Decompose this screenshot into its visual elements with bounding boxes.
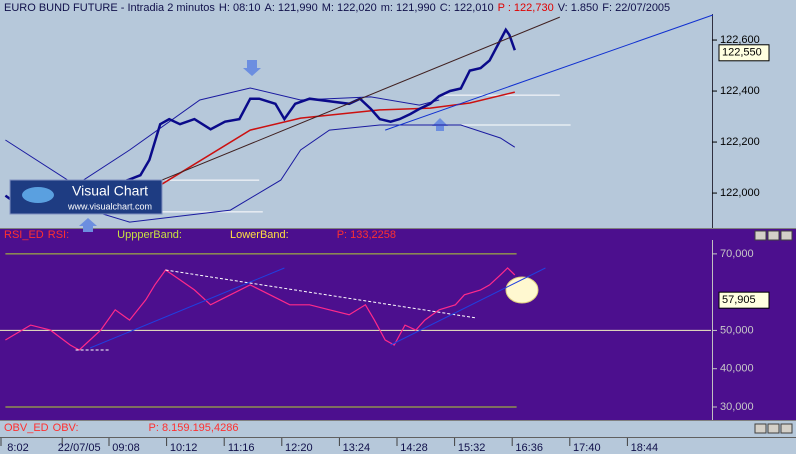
logo-icon (22, 187, 54, 203)
series-line (159, 91, 515, 186)
x-tick-label: 15:32 (458, 442, 486, 454)
trend-line (149, 16, 560, 186)
last-value-label: 57,905 (722, 294, 756, 306)
header-field: m: 121,990 (381, 2, 436, 14)
header-field: F: 22/07/2005 (602, 2, 670, 14)
header-field: P: 133,2258 (337, 229, 396, 241)
x-tick-label: 14:28 (400, 442, 428, 454)
header-field: V: 1.850 (558, 2, 599, 14)
x-tick-label: 18:44 (631, 442, 659, 454)
logo-name: Visual Chart (72, 183, 148, 199)
button[interactable] (780, 423, 793, 434)
rsi-axis-panel (712, 229, 796, 420)
x-tick-label: 13:24 (343, 442, 371, 454)
button[interactable] (754, 230, 767, 241)
time-axis (0, 438, 796, 454)
y-tick-label: 30,000 (720, 401, 754, 413)
logo-url: www.visualchart.com (67, 201, 152, 211)
rsi-panel (0, 229, 712, 420)
y-tick-label: 122,400 (720, 85, 760, 97)
trend-line (390, 267, 546, 346)
last-value-label: 122,550 (722, 47, 762, 59)
last-value-box (718, 44, 770, 62)
x-tick-label: 12:20 (285, 442, 313, 454)
series-line (5, 267, 516, 351)
header-field: OBV_ED (4, 422, 49, 434)
arrow-up (79, 218, 97, 232)
header: OBV_ED OBV: P: 8.159.195,4286 (4, 422, 238, 434)
series-line (5, 87, 440, 186)
x-tick-label: 22/07/05 (58, 442, 101, 454)
y-tick-label: 50,000 (720, 324, 754, 336)
x-tick-label: 17:40 (573, 442, 601, 454)
x-tick-label: 8:02 (7, 442, 28, 454)
x-tick-label: 16:36 (515, 442, 543, 454)
header-field: H: 08:10 (219, 2, 261, 14)
y-tick-label: 122,000 (720, 187, 760, 199)
header-field: C: 122,010 (440, 2, 494, 14)
window-buttons[interactable] (754, 230, 793, 434)
trend-line (165, 269, 476, 319)
y-tick-label: 40,000 (720, 363, 754, 375)
button[interactable] (754, 423, 767, 434)
last-value-box (718, 291, 770, 309)
button[interactable] (780, 230, 793, 241)
logo: Visual Chart www.visualchart.com (9, 179, 163, 215)
header-field: EURO BUND FUTURE - Intradia 2 minutos (4, 2, 215, 14)
x-tick-label: 09:08 (112, 442, 140, 454)
button[interactable] (767, 423, 780, 434)
series-line (10, 124, 516, 223)
header-field: RSI: (48, 229, 69, 241)
arrow-down (243, 60, 261, 76)
series-line (4, 27, 516, 208)
header-field: P: 8.159.195,4286 (149, 422, 239, 434)
header: EURO BUND FUTURE - Intradia 2 minutos H: … (4, 2, 670, 14)
button[interactable] (767, 230, 780, 241)
y-tick-label: 70,000 (720, 248, 754, 260)
header-field: RSI_ED (4, 229, 44, 241)
obv-panel (0, 420, 796, 438)
header-field: P : 122,730 (498, 2, 554, 14)
x-tick-label: 10:12 (170, 442, 198, 454)
y-tick-label: 122,600 (720, 34, 760, 46)
trend-line (89, 267, 285, 349)
header: RSI_ED RSI: UppperBand: LowerBand: P: 133,22… (4, 229, 396, 241)
header-field: A: 121,990 (264, 2, 317, 14)
header-field: OBV: (53, 422, 79, 434)
highlight-ellipse (505, 276, 539, 304)
header-field: LowerBand: (230, 229, 289, 241)
header-field: M: 122,020 (322, 2, 377, 14)
x-tick-label: 11:16 (228, 442, 255, 454)
y-tick-label: 122,200 (720, 136, 760, 148)
trend-line (385, 14, 713, 131)
header-field: UppperBand: (117, 229, 182, 241)
